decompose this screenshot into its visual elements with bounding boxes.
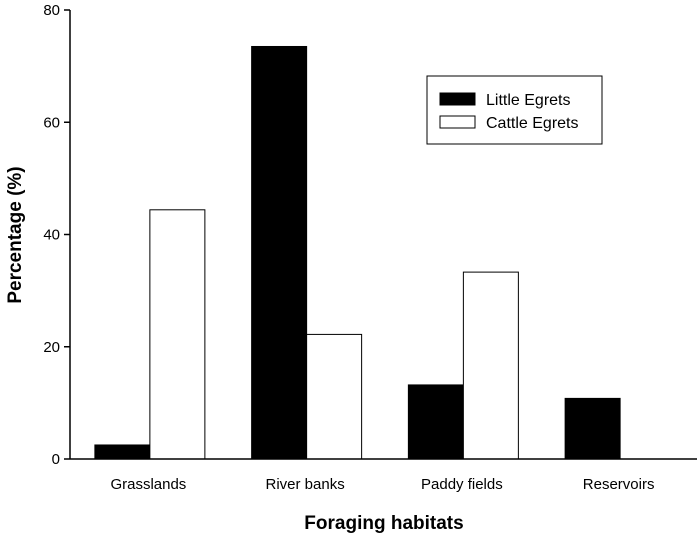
legend-label-cattle-egrets: Cattle Egrets	[486, 115, 578, 132]
x-tick-label-reservoirs: Reservoirs	[583, 476, 655, 493]
legend: Little Egrets Cattle Egrets	[426, 75, 603, 145]
x-tick-label-grasslands: Grasslands	[110, 476, 186, 493]
bar-little-egrets-river-banks	[251, 45, 308, 460]
bar-cattle-egrets-grasslands	[149, 209, 206, 460]
axes-group: 0 20 40 60 80 Grasslands River banks Paddy fiel…	[43, 2, 697, 493]
bar-little-egrets-reservoirs	[564, 397, 621, 460]
bar-little-egrets-grasslands	[94, 444, 151, 460]
y-tick-label-60: 60	[43, 114, 60, 131]
x-axis-title: Foraging habitats	[304, 513, 463, 534]
bars-group	[94, 45, 621, 460]
bar-little-egrets-paddy-fields	[407, 384, 464, 460]
x-tick-label-river-banks: River banks	[266, 476, 345, 493]
y-tick-label-40: 40	[43, 227, 60, 244]
legend-box	[426, 75, 603, 145]
legend-label-little-egrets: Little Egrets	[486, 92, 570, 109]
y-tick-label-80: 80	[43, 2, 60, 19]
legend-swatch-little-egrets	[439, 92, 476, 106]
legend-swatch-cattle-egrets	[439, 115, 476, 129]
y-tick-label-0: 0	[52, 451, 60, 468]
bar-cattle-egrets-paddy-fields	[462, 271, 519, 460]
y-tick-label-20: 20	[43, 339, 60, 356]
y-axis-title: Percentage (%)	[5, 166, 26, 303]
bar-cattle-egrets-river-banks	[306, 333, 363, 460]
x-tick-label-paddy-fields: Paddy fields	[421, 476, 503, 493]
